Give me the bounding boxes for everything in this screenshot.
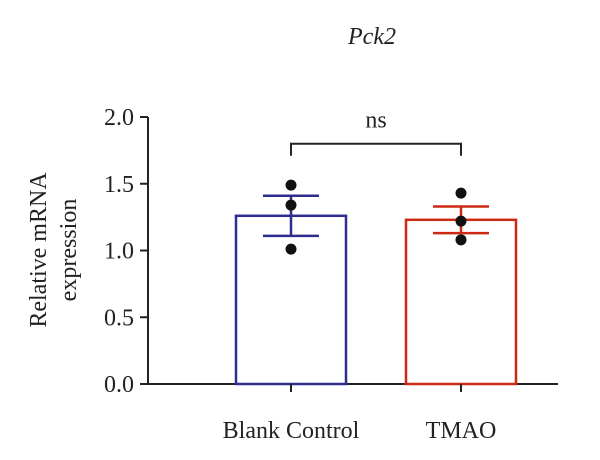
y-axis-label-line-2: expression — [56, 199, 82, 302]
chart-title: Pck2 — [347, 24, 396, 50]
data-point — [455, 234, 467, 246]
category-label: TMAO — [426, 418, 497, 444]
y-tick-label: 1.0 — [104, 239, 134, 265]
data-point — [455, 215, 467, 227]
data-point — [455, 187, 467, 199]
y-tick-label: 1.5 — [104, 172, 134, 198]
category-label: Blank Control — [223, 418, 360, 444]
bar-blank-control — [234, 214, 348, 386]
y-axis-label-line-1: Relative mRNA — [26, 172, 52, 328]
y-tick-label: 0.5 — [104, 305, 134, 331]
significance-bracket — [290, 142, 462, 156]
significance-label: ns — [365, 108, 386, 134]
data-point — [285, 243, 297, 255]
data-point — [285, 179, 297, 191]
data-point — [285, 199, 297, 211]
y-tick-label: 0.0 — [104, 372, 134, 398]
plot-area: 0.0 0.5 1.0 1.5 2.0 Blank Control TMAO ns — [104, 105, 558, 444]
y-tick-label: 2.0 — [104, 105, 134, 131]
y-axis-label: Relative mRNA expression — [26, 172, 82, 328]
